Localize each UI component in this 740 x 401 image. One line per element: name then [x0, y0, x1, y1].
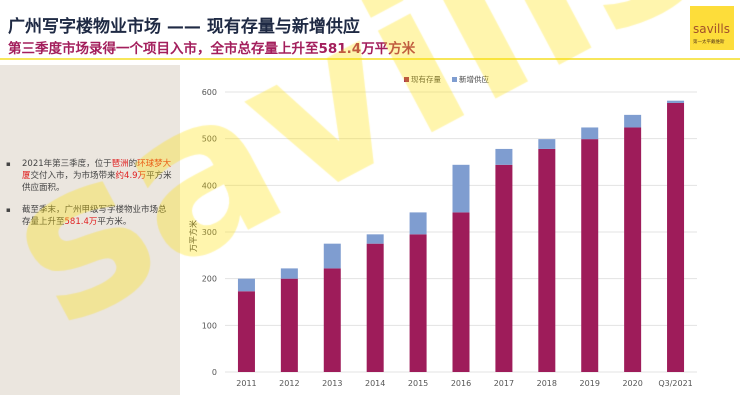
y-tick-label: 600 — [202, 88, 217, 97]
x-tick-label: 2015 — [408, 379, 428, 388]
legend-swatch — [452, 77, 457, 82]
bar-existing-stock — [323, 268, 341, 372]
bar-existing-stock — [624, 127, 642, 372]
bar-new-supply — [366, 234, 384, 244]
bar-existing-stock — [581, 139, 599, 372]
x-tick-label: Q3/2021 — [658, 379, 692, 388]
bar-existing-stock — [237, 291, 255, 372]
bar-new-supply — [409, 212, 427, 235]
bar-new-supply — [495, 148, 513, 165]
legend-label: 新增供应 — [459, 74, 489, 84]
y-axis-label: 万平方米 — [188, 220, 198, 252]
y-tick-label: 300 — [202, 228, 217, 237]
bar-new-supply — [667, 100, 685, 103]
bar-existing-stock — [409, 234, 427, 372]
bar-new-supply — [323, 243, 341, 269]
x-tick-label: 2012 — [279, 379, 299, 388]
y-tick-label: 200 — [202, 275, 217, 284]
y-tick-label: 500 — [202, 135, 217, 144]
bar-existing-stock — [452, 212, 470, 372]
bar-new-supply — [538, 139, 556, 149]
bar-existing-stock — [366, 243, 384, 372]
bar-existing-stock — [667, 102, 685, 372]
x-tick-label: 2018 — [537, 379, 557, 388]
y-tick-label: 100 — [202, 321, 217, 330]
bar-existing-stock — [538, 148, 556, 372]
bar-new-supply — [624, 114, 642, 128]
legend-label: 现有存量 — [411, 74, 441, 84]
bar-new-supply — [581, 127, 599, 140]
bar-new-supply — [452, 164, 470, 213]
x-tick-label: 2019 — [580, 379, 600, 388]
legend-swatch — [404, 77, 409, 82]
bar-existing-stock — [280, 278, 298, 372]
bar-existing-stock — [495, 164, 513, 372]
x-tick-label: 2017 — [494, 379, 514, 388]
x-tick-label: 2016 — [451, 379, 471, 388]
bar-new-supply — [280, 268, 298, 279]
x-tick-label: 2011 — [236, 379, 256, 388]
x-tick-label: 2020 — [622, 379, 642, 388]
x-tick-label: 2014 — [365, 379, 385, 388]
y-tick-label: 0 — [212, 368, 217, 377]
y-tick-label: 400 — [202, 181, 217, 190]
x-tick-label: 2013 — [322, 379, 342, 388]
bar-new-supply — [237, 278, 255, 292]
